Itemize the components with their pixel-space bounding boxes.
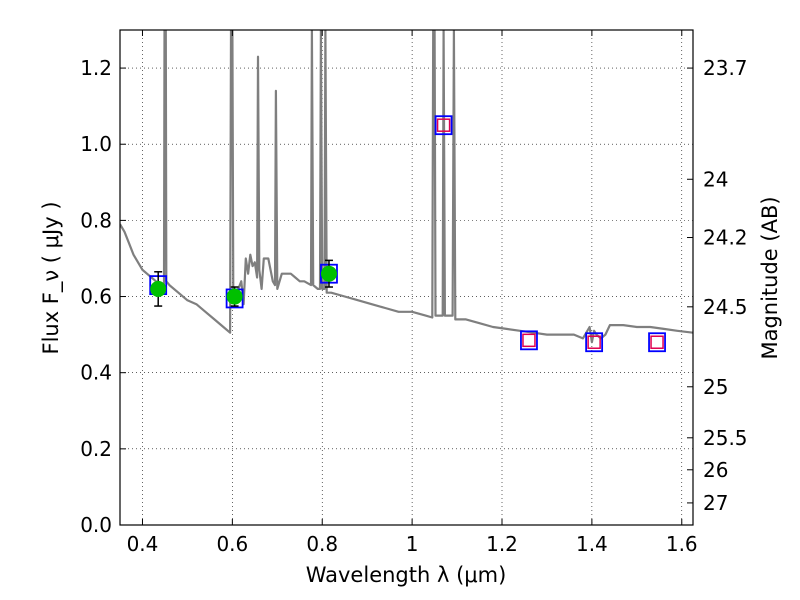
upper-limit-square (650, 335, 664, 349)
right-tick-label: 24 (703, 167, 728, 191)
model-photometry-square (648, 332, 666, 353)
x-tick-label: 0.6 (216, 532, 248, 556)
model-photometry-square (585, 332, 604, 353)
observed-flux-point (320, 265, 337, 282)
right-tick-label: 25.5 (703, 426, 748, 450)
y-tick-label: 0.6 (80, 285, 112, 309)
x-tick-label: 1.2 (486, 532, 518, 556)
y-tick-label: 0.0 (80, 513, 112, 537)
axis-ticks: 0.4 0.6 0.8 1 1.2 1.4 1.6 0.0 0.2 0.4 0.6 0.8 1.0 1.2… (80, 30, 748, 556)
y-tick-label: 0.4 (80, 361, 112, 385)
upper-limit-square (436, 118, 451, 132)
observed-flux-point (226, 288, 243, 305)
x-tick-label: 1 (406, 532, 419, 556)
right-tick-label: 24.5 (703, 295, 748, 319)
observed-flux-point (150, 280, 167, 297)
x-tick-label: 1.4 (576, 532, 608, 556)
x-tick-label: 1.6 (666, 532, 698, 556)
model-spectrum-line (120, 30, 693, 344)
upper-limit-square (522, 333, 536, 348)
y-axis-right-label: Magnitude (AB) (758, 196, 782, 359)
y-axis-label: Flux F_ν ( μJy ) (39, 201, 64, 354)
y-tick-label: 1.0 (80, 132, 112, 156)
y-tick-label: 0.2 (80, 437, 112, 461)
grid-lines (120, 30, 693, 526)
right-tick-label: 24.2 (703, 226, 748, 250)
model-photometry-square (434, 115, 453, 136)
x-tick-label: 0.8 (306, 532, 338, 556)
right-tick-label: 27 (703, 491, 728, 515)
upper-limit-square (587, 335, 601, 349)
right-tick-label: 26 (703, 458, 728, 482)
plot-frame (119, 29, 694, 526)
x-axis-label: Wavelength λ (μm) (306, 563, 507, 587)
model-photometry-square (520, 330, 538, 351)
y-tick-label: 0.8 (80, 208, 112, 232)
right-tick-label: 23.7 (703, 56, 748, 80)
y-tick-label: 1.2 (80, 56, 112, 80)
right-tick-label: 25 (703, 375, 728, 399)
plot-area (120, 30, 693, 353)
x-tick-label: 0.4 (127, 532, 159, 556)
